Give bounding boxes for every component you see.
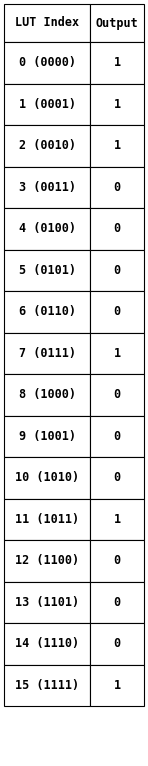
Text: 8 (1000): 8 (1000) [18,388,75,401]
Bar [90,623,144,664]
Bar [90,332,144,374]
Bar [4,499,90,540]
Text: 0: 0 [114,222,121,235]
Text: 0: 0 [114,305,121,318]
Text: 3 (0011): 3 (0011) [18,181,75,194]
Text: 0: 0 [114,430,121,443]
Text: 7 (0111): 7 (0111) [18,347,75,360]
Text: 1 (0001): 1 (0001) [18,98,75,111]
Text: 1: 1 [114,347,121,360]
Bar [90,664,144,706]
Text: 0: 0 [114,264,121,277]
Text: 0: 0 [114,181,121,194]
Text: 0: 0 [114,555,121,568]
Text: 9 (1001): 9 (1001) [18,430,75,443]
Bar [4,291,90,332]
Bar [4,332,90,374]
Bar [4,457,90,499]
Bar [4,4,90,42]
Bar [90,42,144,83]
Text: 1: 1 [114,98,121,111]
Bar [4,374,90,415]
Text: 1: 1 [114,139,121,152]
Bar [90,374,144,415]
Bar [4,540,90,581]
Text: 6 (0110): 6 (0110) [18,305,75,318]
Bar [4,166,90,208]
Text: 13 (1101): 13 (1101) [15,596,79,609]
Bar [4,415,90,457]
Text: 2 (0010): 2 (0010) [18,139,75,152]
Text: 14 (1110): 14 (1110) [15,637,79,650]
Bar [4,42,90,83]
Text: 0: 0 [114,596,121,609]
Text: 5 (0101): 5 (0101) [18,264,75,277]
Bar [90,125,144,166]
Text: 4 (0100): 4 (0100) [18,222,75,235]
Bar [4,83,90,125]
Text: 0: 0 [114,388,121,401]
Bar [90,457,144,499]
Bar [90,166,144,208]
Text: 1: 1 [114,679,121,692]
Text: 12 (1100): 12 (1100) [15,555,79,568]
Bar [4,664,90,706]
Text: 11 (1011): 11 (1011) [15,512,79,525]
Bar [90,208,144,250]
Bar [90,83,144,125]
Text: 1: 1 [114,512,121,525]
Bar [90,291,144,332]
Bar [4,125,90,166]
Text: 15 (1111): 15 (1111) [15,679,79,692]
Bar [4,581,90,623]
Bar [90,499,144,540]
Bar [90,415,144,457]
Bar [90,4,144,42]
Bar [4,208,90,250]
Text: 0: 0 [114,637,121,650]
Bar [90,540,144,581]
Bar [4,250,90,291]
Bar [4,623,90,664]
Text: 1: 1 [114,56,121,69]
Bar [90,250,144,291]
Text: 0 (0000): 0 (0000) [18,56,75,69]
Text: 10 (1010): 10 (1010) [15,471,79,484]
Text: LUT Index: LUT Index [15,17,79,30]
Text: Output: Output [96,17,138,30]
Bar [90,581,144,623]
Text: 0: 0 [114,471,121,484]
